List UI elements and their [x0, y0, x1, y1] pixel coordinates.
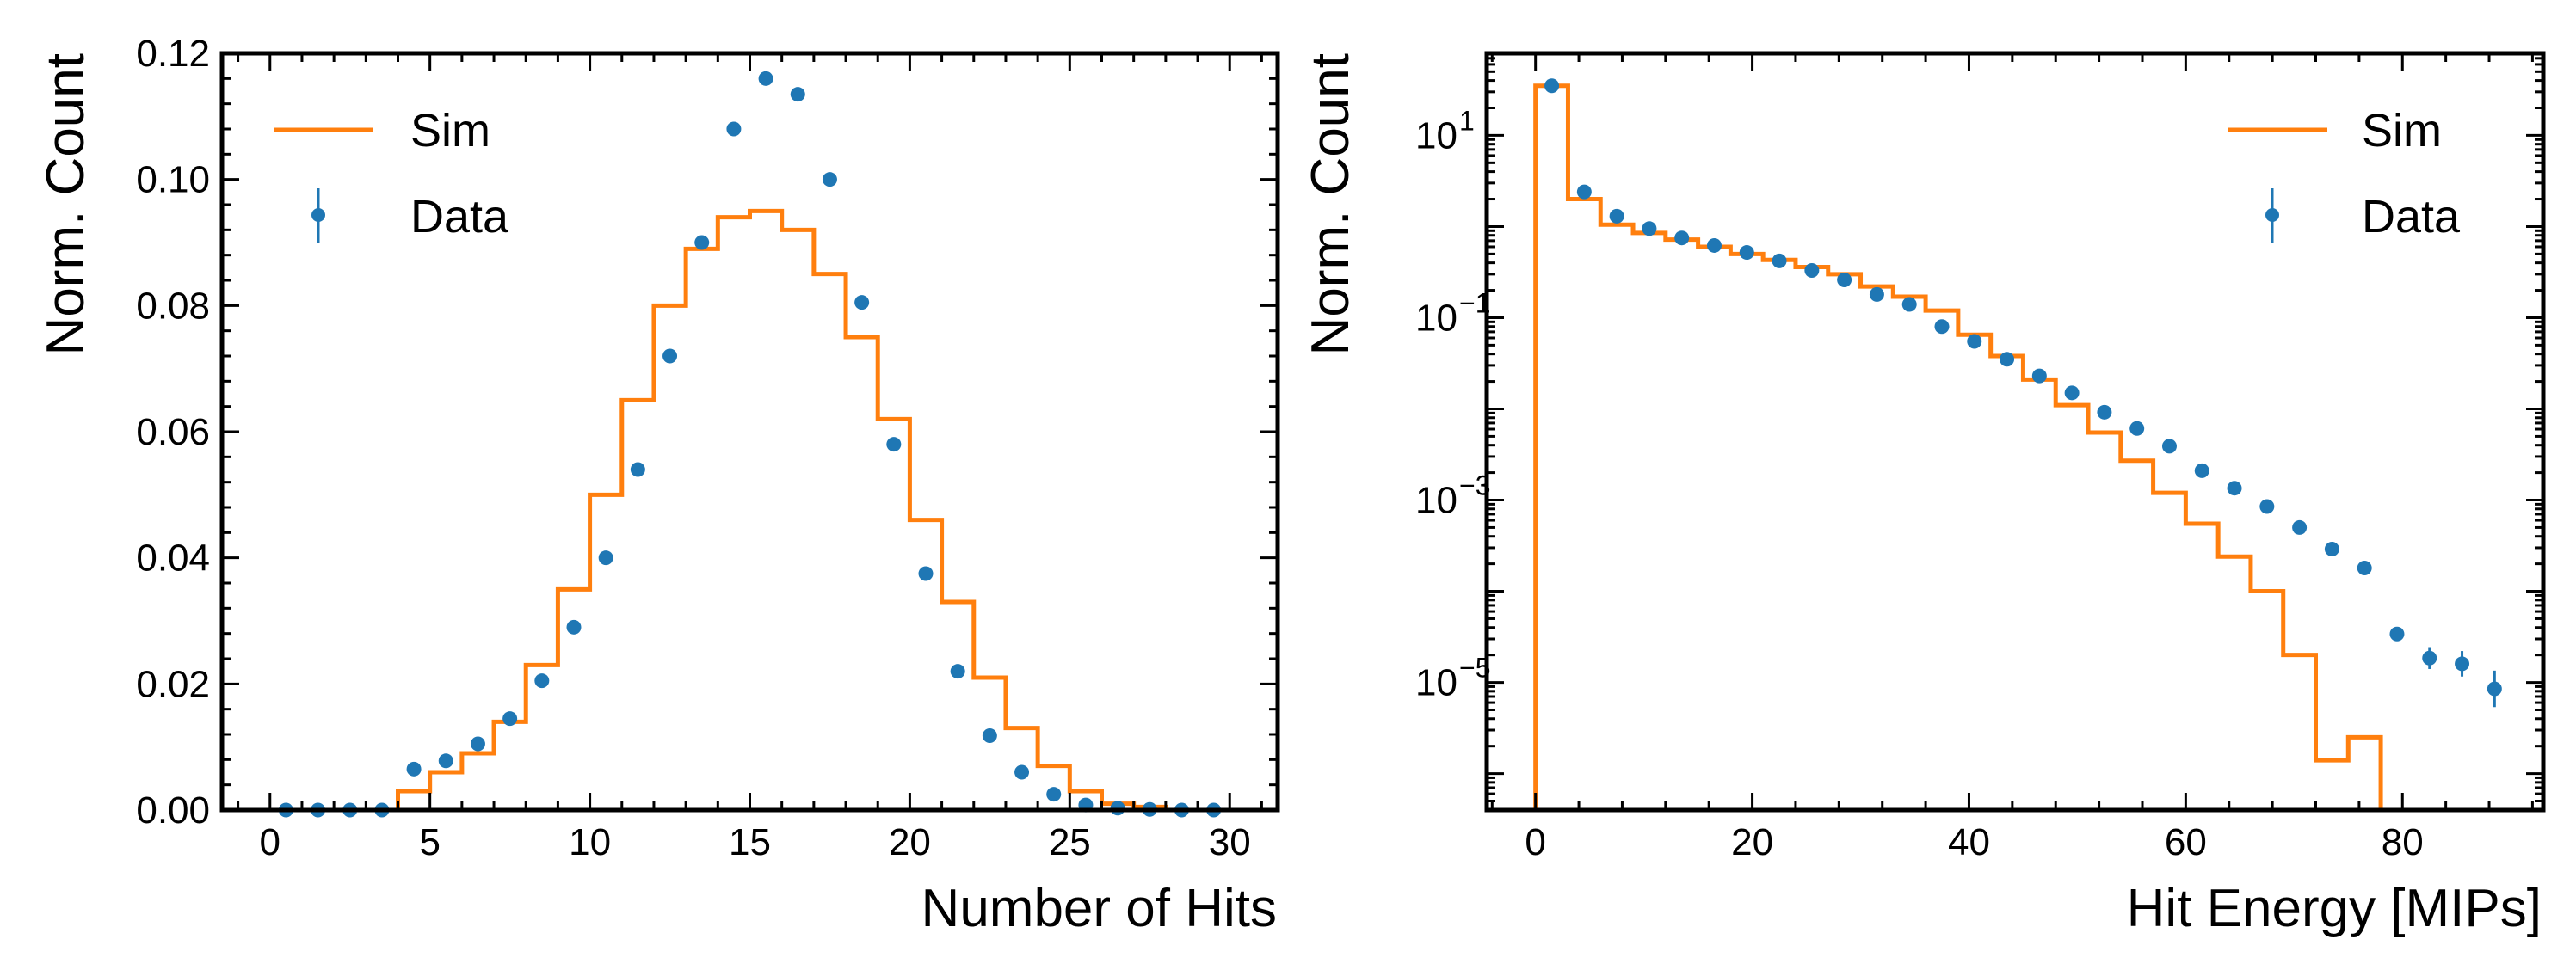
axis-ticks: 0 5 10 15 20 25 30 0.00 0.02 0.04 0.06 0.08 0.10 0.12 [136, 33, 1278, 863]
series-sim-step [1533, 83, 2383, 810]
plot-frame [1484, 51, 2546, 813]
data-point [758, 71, 773, 86]
legend-data-label: Data [410, 191, 509, 243]
data-point [822, 172, 837, 187]
x-axis-label: Hit Energy [MIPs] [2127, 879, 2542, 938]
data-point [630, 462, 645, 477]
data-point [2129, 421, 2145, 436]
data-point [2194, 463, 2209, 478]
data-point [1869, 286, 1884, 302]
y-axis-label: Norm. Count [1301, 53, 1360, 355]
y-axis-label: Norm. Count [36, 53, 96, 355]
data-point [854, 295, 870, 310]
data-point [662, 348, 678, 364]
x-tick-label: 30 [1209, 821, 1251, 863]
data-point [2487, 681, 2502, 697]
y-tick-label: 0.06 [136, 411, 210, 453]
data-point [1674, 230, 1690, 246]
y-tick-label: 0.04 [136, 537, 210, 580]
data-point [1772, 253, 1787, 268]
data-point [1576, 184, 1592, 200]
y-tick-exponent: 1 [1459, 105, 1475, 136]
data-point [1739, 245, 1754, 261]
x-tick-label: 15 [729, 821, 771, 863]
data-point [918, 566, 934, 581]
y-tick-label: 0.08 [136, 285, 210, 327]
data-point [950, 664, 965, 679]
x-tick-label: 5 [419, 821, 440, 863]
data-point [1804, 262, 1820, 278]
data-point [726, 121, 742, 137]
data-point [982, 728, 997, 743]
data-point [1014, 764, 1030, 780]
data-point [470, 736, 485, 752]
legend: Sim Data [2228, 105, 2461, 243]
data-point [2161, 439, 2177, 454]
y-tick-label: 10 [1415, 480, 1457, 522]
data-point [406, 761, 422, 777]
x-tick-label: 40 [1948, 821, 1990, 863]
y-tick-label: 0.02 [136, 663, 210, 705]
x-tick-label: 20 [1731, 821, 1773, 863]
plot-frame [219, 51, 1280, 813]
y-tick-label: 10 [1415, 662, 1457, 704]
y-tick-label: 0.00 [136, 789, 210, 832]
data-point [1934, 319, 1950, 335]
data-point [2259, 499, 2275, 514]
data-point [1609, 208, 1624, 224]
data-point [2227, 481, 2242, 496]
legend-sim-label: Sim [2362, 105, 2442, 157]
x-tick-label: 80 [2382, 821, 2424, 863]
data-point [2357, 560, 2372, 575]
y-tick-label: 10 [1415, 114, 1457, 157]
x-tick-label: 25 [1049, 821, 1091, 863]
data-point [2422, 650, 2437, 666]
y-tick-label: 0.10 [136, 159, 210, 201]
legend-data-label: Data [2362, 191, 2461, 243]
x-tick-label: 0 [260, 821, 280, 863]
data-point [1046, 787, 1062, 802]
data-point [2389, 626, 2405, 642]
data-point [1901, 297, 1917, 312]
data-point [1837, 272, 1852, 287]
x-tick-label: 20 [889, 821, 931, 863]
data-point [2031, 368, 2047, 384]
plot-area [269, 71, 1230, 818]
data-point [2000, 352, 2015, 367]
data-point [438, 753, 453, 769]
legend-data-marker [311, 208, 325, 222]
data-point [598, 550, 613, 566]
data-point [2324, 542, 2339, 557]
legend: Sim Data [274, 105, 509, 243]
x-tick-label: 0 [1525, 821, 1545, 863]
data-point [1967, 334, 1982, 349]
panel-number-of-hits: 0 5 10 15 20 25 30 0.00 0.02 0.04 0.06 0.08 0.10 0.12… [36, 33, 1280, 938]
x-tick-label: 10 [569, 821, 611, 863]
data-point [790, 87, 805, 102]
legend-data-marker [2265, 208, 2279, 222]
legend-sim-label: Sim [410, 105, 490, 157]
x-axis-label: Number of Hits [921, 879, 1277, 938]
data-point [1706, 237, 1722, 253]
data-point [2064, 385, 2080, 401]
data-point [1642, 221, 1657, 236]
data-point [534, 673, 550, 689]
data-point [566, 619, 582, 635]
data-point [694, 235, 710, 250]
series-sim-step [269, 208, 1230, 813]
data-point [2455, 656, 2470, 672]
data-point [2097, 404, 2112, 420]
plot-area [1533, 78, 2502, 810]
data-point [1544, 78, 1560, 94]
data-point [502, 711, 518, 727]
data-point [2292, 519, 2308, 535]
data-point [886, 437, 902, 452]
y-tick-label: 10 [1415, 297, 1457, 339]
x-tick-label: 60 [2165, 821, 2207, 863]
y-tick-label: 0.12 [136, 33, 210, 75]
